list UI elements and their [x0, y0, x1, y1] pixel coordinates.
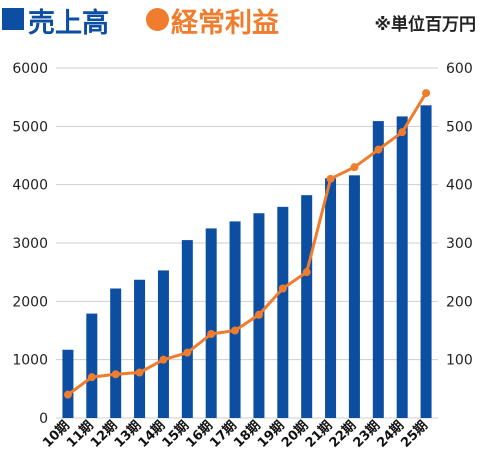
sales-bar: [372, 121, 384, 418]
profit-point: [278, 284, 287, 293]
sales-bar: [420, 105, 432, 418]
legend-label-profit: 経常利益: [171, 8, 279, 39]
left-axis-tick-label: 5000: [12, 119, 48, 135]
legend-label-sales: 売上高: [28, 8, 109, 39]
profit-point: [422, 89, 431, 98]
sales-bar: [396, 116, 408, 419]
profit-point: [398, 128, 407, 137]
sales-bar: [62, 349, 74, 418]
profit-line: [67, 92, 428, 396]
legend-marker-sales: [2, 8, 24, 30]
left-axis-tick-label: 2000: [12, 294, 48, 310]
x-axis-tick-label: 19期: [255, 418, 288, 451]
right-axis-tick-label: 400: [446, 178, 473, 194]
profit-point: [63, 390, 72, 399]
x-axis-tick-label: 24期: [374, 418, 407, 451]
legend-marker-profit: [146, 8, 169, 31]
chart-legend: 売上高 経常利益 ※単位百万円: [0, 0, 482, 40]
x-axis-tick-label: 11期: [64, 418, 97, 451]
profit-point: [207, 330, 216, 338]
x-axis-tick-label: 25期: [398, 418, 431, 451]
unit-note: ※単位百万円: [374, 15, 476, 35]
sales-bar: [229, 221, 241, 418]
profit-point: [302, 268, 311, 277]
profit-point: [159, 355, 168, 364]
sales-bar: [157, 270, 169, 418]
x-axis-tick-label: 15期: [160, 418, 193, 451]
profit-point: [254, 310, 263, 319]
sales-bar: [110, 288, 122, 418]
profit-point: [135, 368, 144, 377]
left-axis-tick-label: 1000: [12, 353, 48, 369]
profit-point: [374, 145, 383, 154]
x-axis-tick-label: 18期: [231, 418, 264, 451]
sales-bar: [134, 279, 146, 418]
x-axis-tick-label: 17期: [207, 418, 240, 451]
right-axis-tick-label: 500: [446, 119, 473, 135]
profit-point: [350, 163, 359, 172]
profit-point: [87, 373, 96, 382]
right-axis-tick-label: 200: [446, 294, 473, 310]
x-axis-tick-label: 12期: [88, 418, 121, 451]
x-axis-tick-label: 21期: [303, 418, 336, 451]
profit-point: [326, 174, 335, 183]
sales-bar: [86, 313, 98, 418]
x-axis-tick-label: 20期: [279, 418, 312, 451]
x-axis-tick-label: 23期: [351, 418, 384, 451]
left-axis-tick-label: 4000: [12, 178, 48, 194]
sales-bar: [325, 178, 337, 418]
left-axis-tick-label: 6000: [12, 61, 48, 77]
profit-point: [231, 326, 240, 335]
left-axis-tick-label: 3000: [12, 236, 48, 252]
x-axis-tick-label: 14期: [136, 418, 169, 451]
x-axis-tick-label: 16期: [183, 418, 216, 451]
left-axis-tick-label: 0: [39, 411, 48, 427]
right-axis-tick-label: 300: [446, 236, 473, 252]
profit-point: [111, 370, 120, 379]
sales-bar: [301, 195, 313, 418]
right-axis-tick-label: 100: [446, 353, 473, 369]
sales-bar: [277, 206, 289, 418]
sales-bar: [205, 228, 217, 418]
x-axis-tick-label: 13期: [112, 418, 145, 451]
x-axis-tick-label: 22期: [327, 418, 360, 451]
sales-bar: [181, 240, 193, 418]
profit-point: [183, 348, 192, 357]
right-axis-tick-label: 600: [446, 61, 473, 77]
sales-bar: [348, 175, 360, 418]
